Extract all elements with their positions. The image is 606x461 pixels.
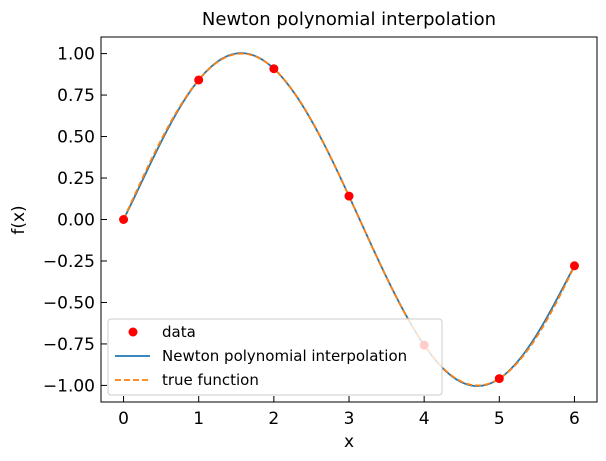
data-point (119, 215, 129, 224)
x-tick-label: 2 (268, 409, 279, 429)
y-tick-label: 0.75 (57, 86, 95, 106)
y-tick-label: −1.00 (43, 376, 95, 396)
data-point (494, 374, 504, 384)
y-tick-label: 0.25 (57, 169, 95, 189)
data-point (269, 64, 279, 74)
y-tick-label: −0.50 (43, 293, 95, 313)
x-tick-label: 6 (569, 409, 580, 429)
legend-marker-data (128, 327, 138, 337)
data-point (194, 75, 204, 85)
axis-ticks: 0 1 2 3 4 5 6 1.00 0.75 0.50 0.25 0.00 −0.25 −0.50 −0.… (43, 45, 580, 429)
data-point (569, 261, 579, 271)
y-tick-label: 0.50 (57, 128, 95, 148)
x-tick-label: 1 (193, 409, 204, 429)
plot-frame (100, 36, 598, 403)
y-tick-label: −0.25 (43, 252, 95, 272)
y-tick-label: −0.75 (43, 335, 95, 355)
x-axis-label: x (344, 432, 354, 452)
y-tick-label: 1.00 (57, 45, 95, 65)
y-axis-label: f(x) (9, 205, 29, 234)
legend-label-true: true function (162, 371, 259, 389)
legend-box (107, 318, 443, 396)
legend-label-newton: Newton polynomial interpolation (162, 347, 407, 365)
x-tick-label: 5 (494, 409, 505, 429)
legend-label-data: data (162, 323, 196, 341)
x-tick-label: 0 (118, 409, 129, 429)
chart-title: Newton polynomial interpolation (202, 9, 496, 30)
data-point (344, 191, 354, 201)
legend: data Newton polynomial interpolation tru… (107, 318, 443, 396)
x-tick-label: 3 (344, 409, 355, 429)
x-tick-label: 4 (419, 409, 430, 429)
plot-area (119, 52, 579, 387)
y-tick-label: 0.00 (57, 211, 95, 231)
